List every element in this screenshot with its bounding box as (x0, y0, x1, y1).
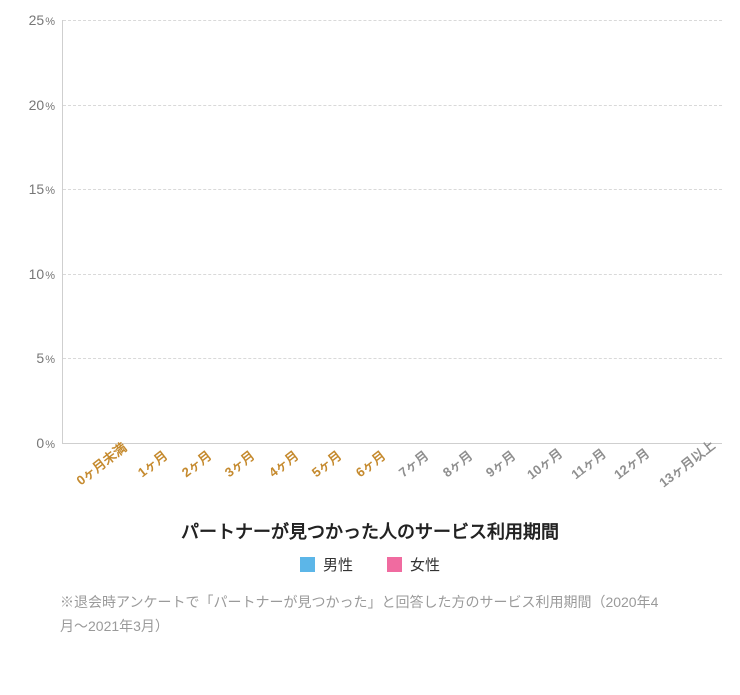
gridline (63, 20, 722, 21)
footnote: ※退会時アンケートで「パートナーが見つかった」と回答した方のサービス利用期間（2… (60, 591, 680, 639)
y-tick-label: 25% (29, 12, 55, 28)
y-tick-label: 20% (29, 97, 55, 113)
bars-row (63, 20, 722, 443)
plot-area: 0%5%10%15%20%25% (62, 20, 722, 444)
legend-item: 男性 (300, 554, 353, 575)
legend-swatch (300, 557, 315, 572)
y-tick-label: 10% (29, 266, 55, 282)
gridline (63, 105, 722, 106)
legend-label: 女性 (410, 554, 440, 575)
y-tick-label: 5% (36, 350, 55, 366)
gridline (63, 189, 722, 190)
y-tick-label: 15% (29, 181, 55, 197)
gridline (63, 358, 722, 359)
chart-title: パートナーが見つかった人のサービス利用期間 (0, 518, 740, 544)
gridline (63, 274, 722, 275)
legend: 男性 女性 (0, 554, 740, 575)
x-tick-label: 13ヶ月以上 (654, 435, 740, 518)
legend-label: 男性 (323, 554, 353, 575)
chart-container: 0%5%10%15%20%25% 0ヶ月未満1ヶ月2ヶ月3ヶ月4ヶ月5ヶ月6ヶ月… (0, 0, 740, 500)
x-axis-labels: 0ヶ月未満1ヶ月2ヶ月3ヶ月4ヶ月5ヶ月6ヶ月7ヶ月8ヶ月9ヶ月10ヶ月11ヶ月… (62, 446, 722, 500)
title-block: パートナーが見つかった人のサービス利用期間 男性 女性 (0, 518, 740, 575)
legend-item: 女性 (387, 554, 440, 575)
legend-swatch (387, 557, 402, 572)
y-tick-label: 0% (36, 435, 55, 451)
